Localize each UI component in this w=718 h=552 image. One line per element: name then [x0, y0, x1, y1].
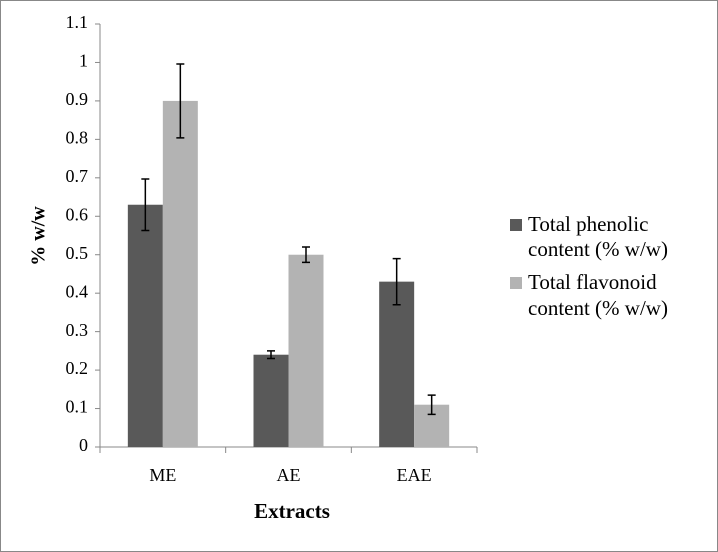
- y-tick-label: 0.7: [66, 166, 89, 186]
- y-tick-label: 0.4: [66, 281, 89, 301]
- bar: [162, 100, 198, 447]
- y-tick-label: 0.1: [66, 397, 89, 417]
- bar: [288, 254, 324, 447]
- x-axis-label: Extracts: [254, 499, 330, 523]
- legend-label: Total phenolic content (% w/w): [528, 212, 668, 262]
- legend-label: Total flavonoid content (% w/w): [528, 270, 668, 320]
- legend: Total phenolic content (% w/w) Total flav…: [510, 212, 710, 329]
- bar: [253, 354, 289, 447]
- y-tick-label: 0.2: [66, 358, 89, 378]
- y-tick-label: 0.3: [66, 320, 89, 340]
- bar: [127, 204, 163, 447]
- y-tick-label: 0.5: [66, 243, 89, 263]
- x-tick-label: ME: [149, 465, 176, 485]
- error-bar: [302, 246, 310, 264]
- error-bar: [141, 178, 150, 232]
- error-bar: [176, 63, 185, 139]
- legend-entry: Total flavonoid content (% w/w): [510, 270, 710, 320]
- error-bar: [267, 350, 275, 360]
- y-tick-label: 0.8: [66, 127, 89, 147]
- error-bar: [427, 394, 436, 416]
- bar: [379, 281, 415, 447]
- x-tick-label: AE: [277, 465, 301, 485]
- y-tick-label: 0.9: [66, 89, 89, 109]
- y-tick-label: 0.6: [66, 204, 89, 224]
- legend-swatch: [510, 219, 522, 231]
- x-tick-label: EAE: [397, 465, 432, 485]
- legend-entry: Total phenolic content (% w/w): [510, 212, 710, 262]
- y-tick-label: 1: [79, 51, 88, 71]
- y-tick-label: 1.1: [66, 12, 89, 32]
- legend-swatch: [510, 277, 522, 290]
- y-tick-label: 0: [79, 435, 88, 455]
- y-axis-label: % w/w: [28, 206, 50, 266]
- error-bar: [392, 257, 401, 306]
